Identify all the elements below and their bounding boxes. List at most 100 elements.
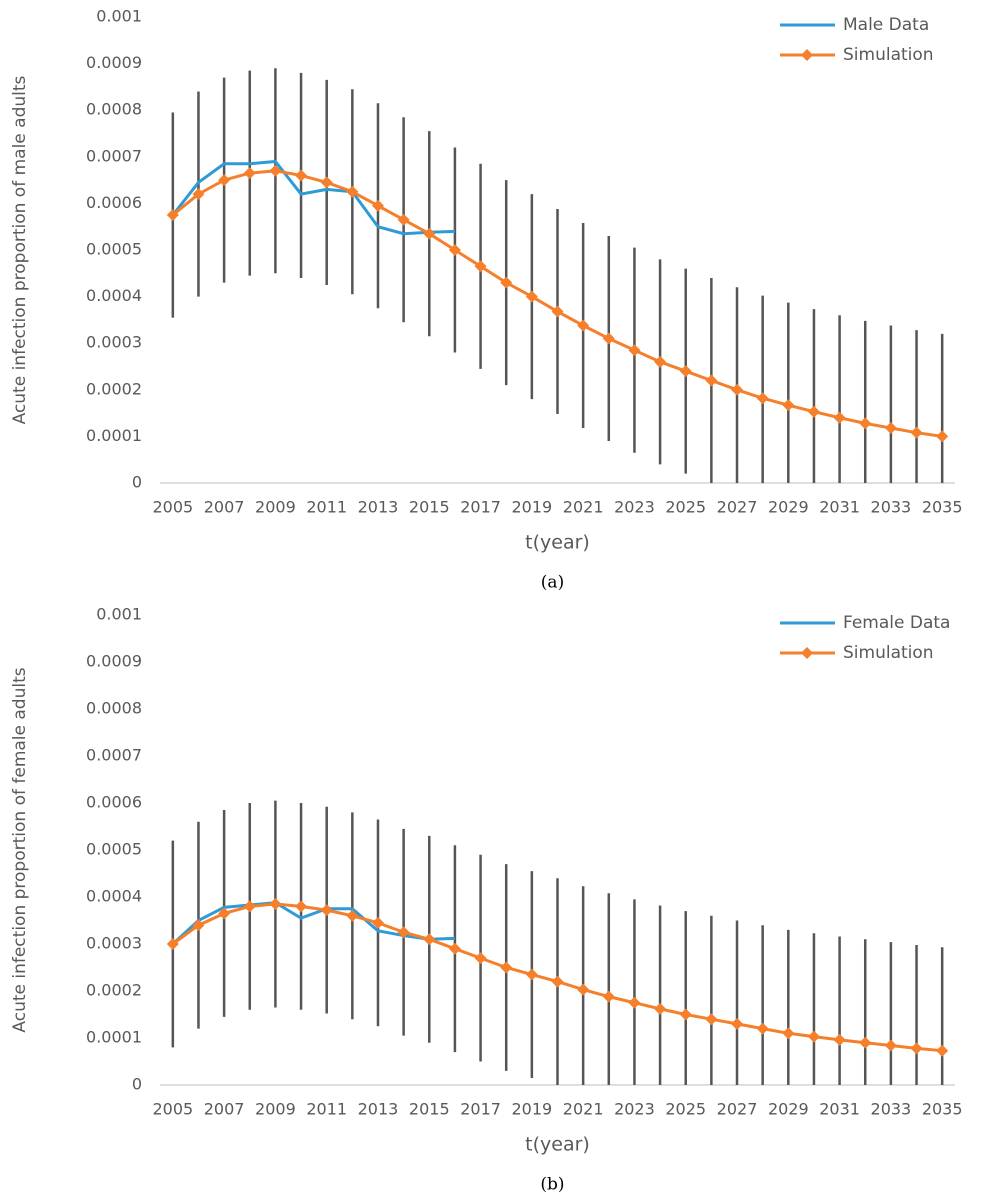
marker bbox=[756, 1022, 769, 1035]
y-tick-label: 0.0004 bbox=[86, 286, 142, 305]
marker bbox=[525, 290, 538, 303]
legend-label: Female Data bbox=[843, 613, 950, 633]
marker bbox=[577, 983, 590, 996]
marker bbox=[243, 900, 256, 913]
y-tick-label: 0.001 bbox=[96, 605, 142, 624]
marker bbox=[551, 305, 564, 318]
marker bbox=[166, 938, 179, 950]
y-tick-label: 0.0007 bbox=[86, 746, 142, 765]
x-tick-label: 2033 bbox=[871, 1100, 912, 1119]
marker bbox=[833, 411, 846, 424]
marker bbox=[474, 260, 487, 273]
y-tick-label: 0.0005 bbox=[86, 240, 142, 259]
x-tick-label: 2035 bbox=[922, 498, 963, 517]
marker bbox=[756, 392, 769, 405]
y-tick-label: 0.0006 bbox=[86, 193, 142, 212]
y-tick-label: 0.0008 bbox=[86, 100, 142, 119]
marker bbox=[731, 1017, 744, 1030]
y-tick-label: 0.0006 bbox=[86, 793, 142, 812]
caption: (b) bbox=[540, 1175, 564, 1195]
marker bbox=[654, 355, 667, 368]
marker bbox=[628, 344, 641, 357]
x-tick-label: 2021 bbox=[563, 498, 604, 517]
x-tick-label: 2029 bbox=[768, 1100, 809, 1119]
marker bbox=[884, 1039, 897, 1052]
y-tick-label: 0.0008 bbox=[86, 699, 142, 718]
marker bbox=[346, 909, 359, 922]
legend-label: Simulation bbox=[843, 45, 934, 65]
x-tick-label: 2007 bbox=[204, 498, 245, 517]
marker bbox=[782, 1027, 795, 1040]
y-tick-label: 0.0002 bbox=[86, 981, 142, 1000]
marker bbox=[859, 417, 872, 430]
x-tick-label: 2027 bbox=[717, 498, 758, 517]
x-tick-label: 2025 bbox=[665, 1100, 706, 1119]
series-line bbox=[171, 159, 455, 236]
x-tick-label: 2009 bbox=[255, 498, 296, 517]
caption: (a) bbox=[541, 573, 564, 593]
marker bbox=[679, 1008, 692, 1021]
y-tick-label: 0.0003 bbox=[86, 333, 142, 352]
y-tick-label: 0 bbox=[132, 473, 142, 492]
y-tick-label: 0.0005 bbox=[86, 840, 142, 859]
marker bbox=[859, 1036, 872, 1049]
marker bbox=[936, 430, 949, 443]
legend-label: Male Data bbox=[843, 15, 929, 35]
y-tick-label: 0.001 bbox=[96, 7, 142, 26]
y-tick-label: 0.0007 bbox=[86, 146, 142, 165]
marker bbox=[295, 169, 308, 182]
marker bbox=[654, 1002, 667, 1015]
marker bbox=[884, 422, 897, 435]
marker bbox=[500, 961, 513, 974]
marker bbox=[371, 916, 384, 929]
marker bbox=[218, 907, 231, 920]
y-tick-label: 0.0001 bbox=[86, 1028, 142, 1047]
marker bbox=[397, 926, 410, 939]
marker bbox=[423, 227, 436, 240]
marker bbox=[448, 942, 461, 955]
marker bbox=[243, 167, 256, 180]
marker bbox=[500, 276, 513, 289]
y-tick-label: 0.0001 bbox=[86, 426, 142, 445]
y-tick-label: 0.0002 bbox=[86, 379, 142, 398]
y-axis-title: Acute infection proportion of female adu… bbox=[10, 667, 30, 1032]
y-tick-label: 0.0004 bbox=[86, 887, 142, 906]
marker bbox=[166, 209, 179, 222]
marker bbox=[218, 174, 231, 187]
x-axis-title: t(year) bbox=[525, 1134, 590, 1156]
marker bbox=[602, 332, 615, 345]
x-tick-label: 2011 bbox=[306, 498, 347, 517]
x-tick-label: 2019 bbox=[511, 498, 552, 517]
y-tick-label: 0 bbox=[132, 1075, 142, 1094]
marker bbox=[731, 383, 744, 396]
series-line bbox=[171, 901, 455, 946]
x-tick-label: 2021 bbox=[563, 1100, 604, 1119]
legend-marker bbox=[801, 49, 813, 61]
x-tick-label: 2005 bbox=[152, 1100, 193, 1119]
marker bbox=[423, 933, 436, 946]
marker bbox=[602, 990, 615, 1003]
marker bbox=[448, 244, 461, 256]
x-tick-label: 2017 bbox=[460, 498, 501, 517]
marker bbox=[525, 968, 538, 981]
marker bbox=[192, 919, 205, 932]
x-tick-label: 2035 bbox=[922, 1100, 963, 1119]
marker bbox=[807, 405, 820, 418]
x-tick-label: 2017 bbox=[460, 1100, 501, 1119]
x-tick-label: 2023 bbox=[614, 498, 655, 517]
x-tick-label: 2025 bbox=[665, 498, 706, 517]
marker bbox=[295, 900, 308, 913]
marker bbox=[269, 898, 282, 911]
x-tick-label: 2015 bbox=[409, 1100, 450, 1119]
marker bbox=[371, 199, 384, 212]
x-tick-label: 2031 bbox=[819, 1100, 860, 1119]
x-tick-label: 2027 bbox=[717, 1100, 758, 1119]
marker bbox=[320, 176, 333, 189]
marker bbox=[936, 1044, 949, 1057]
x-tick-label: 2011 bbox=[306, 1100, 347, 1119]
marker bbox=[192, 188, 205, 201]
x-tick-label: 2009 bbox=[255, 1100, 296, 1119]
y-axis-title: Acute infection proportion of male adult… bbox=[10, 75, 30, 424]
legend-label: Simulation bbox=[843, 643, 934, 663]
